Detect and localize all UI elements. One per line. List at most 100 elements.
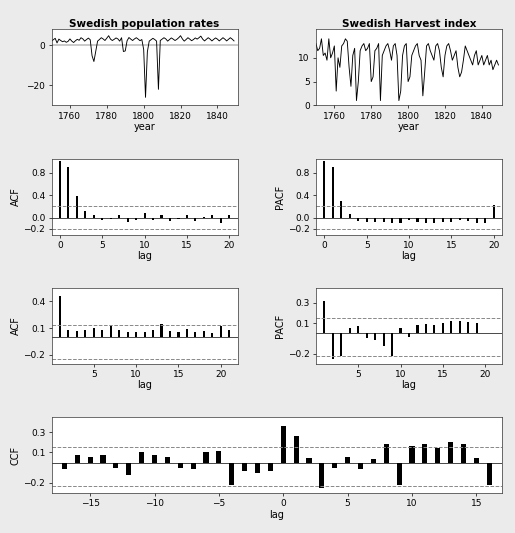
Bar — [255, 463, 260, 473]
Bar — [194, 217, 196, 221]
Bar — [84, 330, 87, 337]
Bar — [349, 214, 351, 217]
Bar — [67, 330, 70, 337]
Bar — [165, 457, 170, 463]
Bar — [400, 217, 402, 223]
Bar — [203, 453, 209, 463]
Bar — [374, 217, 376, 222]
Bar — [484, 217, 486, 223]
Bar — [442, 323, 444, 333]
Bar — [62, 463, 67, 469]
Bar — [459, 217, 461, 220]
Bar — [118, 330, 121, 337]
Y-axis label: ACF: ACF — [11, 187, 21, 206]
Bar — [161, 215, 163, 217]
Bar — [476, 323, 478, 333]
Bar — [152, 455, 157, 463]
Bar — [118, 215, 121, 217]
Bar — [100, 455, 106, 463]
Bar — [345, 457, 350, 463]
Bar — [409, 447, 415, 463]
Bar — [323, 301, 325, 333]
Bar — [383, 333, 385, 345]
Bar — [88, 457, 93, 463]
Bar — [127, 333, 129, 337]
Y-axis label: PACF: PACF — [275, 184, 285, 209]
Bar — [366, 217, 368, 222]
Bar — [161, 324, 163, 337]
Bar — [216, 451, 221, 463]
Bar — [332, 333, 334, 359]
Bar — [220, 326, 222, 337]
Bar — [110, 326, 112, 337]
Bar — [186, 329, 188, 337]
Bar — [59, 296, 61, 337]
Y-axis label: PACF: PACF — [275, 313, 285, 338]
X-axis label: lag: lag — [137, 251, 152, 261]
Y-axis label: ACF: ACF — [11, 317, 21, 335]
Bar — [340, 333, 342, 356]
X-axis label: lag: lag — [137, 381, 152, 391]
Title: Swedish population rates: Swedish population rates — [70, 19, 220, 29]
Bar — [358, 463, 363, 469]
Bar — [177, 217, 180, 219]
Bar — [126, 463, 131, 475]
Bar — [135, 217, 137, 221]
X-axis label: year: year — [398, 122, 420, 132]
X-axis label: lag: lag — [402, 381, 417, 391]
Bar — [169, 330, 171, 337]
Bar — [448, 442, 453, 463]
Bar — [59, 161, 61, 217]
Bar — [357, 217, 359, 221]
Bar — [110, 217, 112, 219]
Bar — [371, 458, 376, 463]
Bar — [474, 457, 479, 463]
Bar — [152, 217, 154, 220]
Bar — [332, 463, 337, 467]
Bar — [442, 217, 444, 222]
Bar — [400, 328, 402, 333]
Bar — [332, 167, 334, 217]
Bar — [139, 453, 144, 463]
Bar — [144, 213, 146, 217]
X-axis label: lag: lag — [269, 510, 284, 520]
Bar — [76, 196, 78, 217]
Bar — [467, 217, 469, 221]
Bar — [459, 321, 461, 333]
Bar — [191, 463, 196, 469]
Bar — [178, 463, 183, 467]
Bar — [169, 217, 171, 221]
Bar — [101, 330, 104, 337]
Bar — [340, 201, 342, 217]
Bar — [417, 217, 419, 222]
Bar — [374, 333, 376, 341]
Bar — [461, 445, 466, 463]
Bar — [242, 463, 247, 471]
Bar — [220, 217, 222, 223]
Bar — [487, 463, 492, 485]
Bar — [84, 211, 87, 217]
X-axis label: year: year — [134, 122, 156, 132]
X-axis label: lag: lag — [402, 251, 417, 261]
Bar — [228, 330, 230, 337]
Bar — [467, 322, 469, 333]
Title: Swedish Harvest index: Swedish Harvest index — [342, 19, 476, 29]
Bar — [93, 215, 95, 217]
Bar — [384, 445, 389, 463]
Bar — [268, 463, 273, 471]
Bar — [294, 437, 299, 463]
Bar — [366, 333, 368, 338]
Bar — [306, 457, 312, 463]
Bar — [127, 217, 129, 222]
Bar — [433, 325, 436, 333]
Bar — [211, 215, 213, 217]
Bar — [450, 321, 452, 333]
Bar — [67, 167, 70, 217]
Bar — [493, 205, 495, 217]
Bar — [435, 448, 440, 463]
Bar — [433, 217, 436, 223]
Bar — [186, 215, 188, 217]
Bar — [229, 463, 234, 485]
Bar — [391, 217, 393, 223]
Bar — [144, 332, 146, 337]
